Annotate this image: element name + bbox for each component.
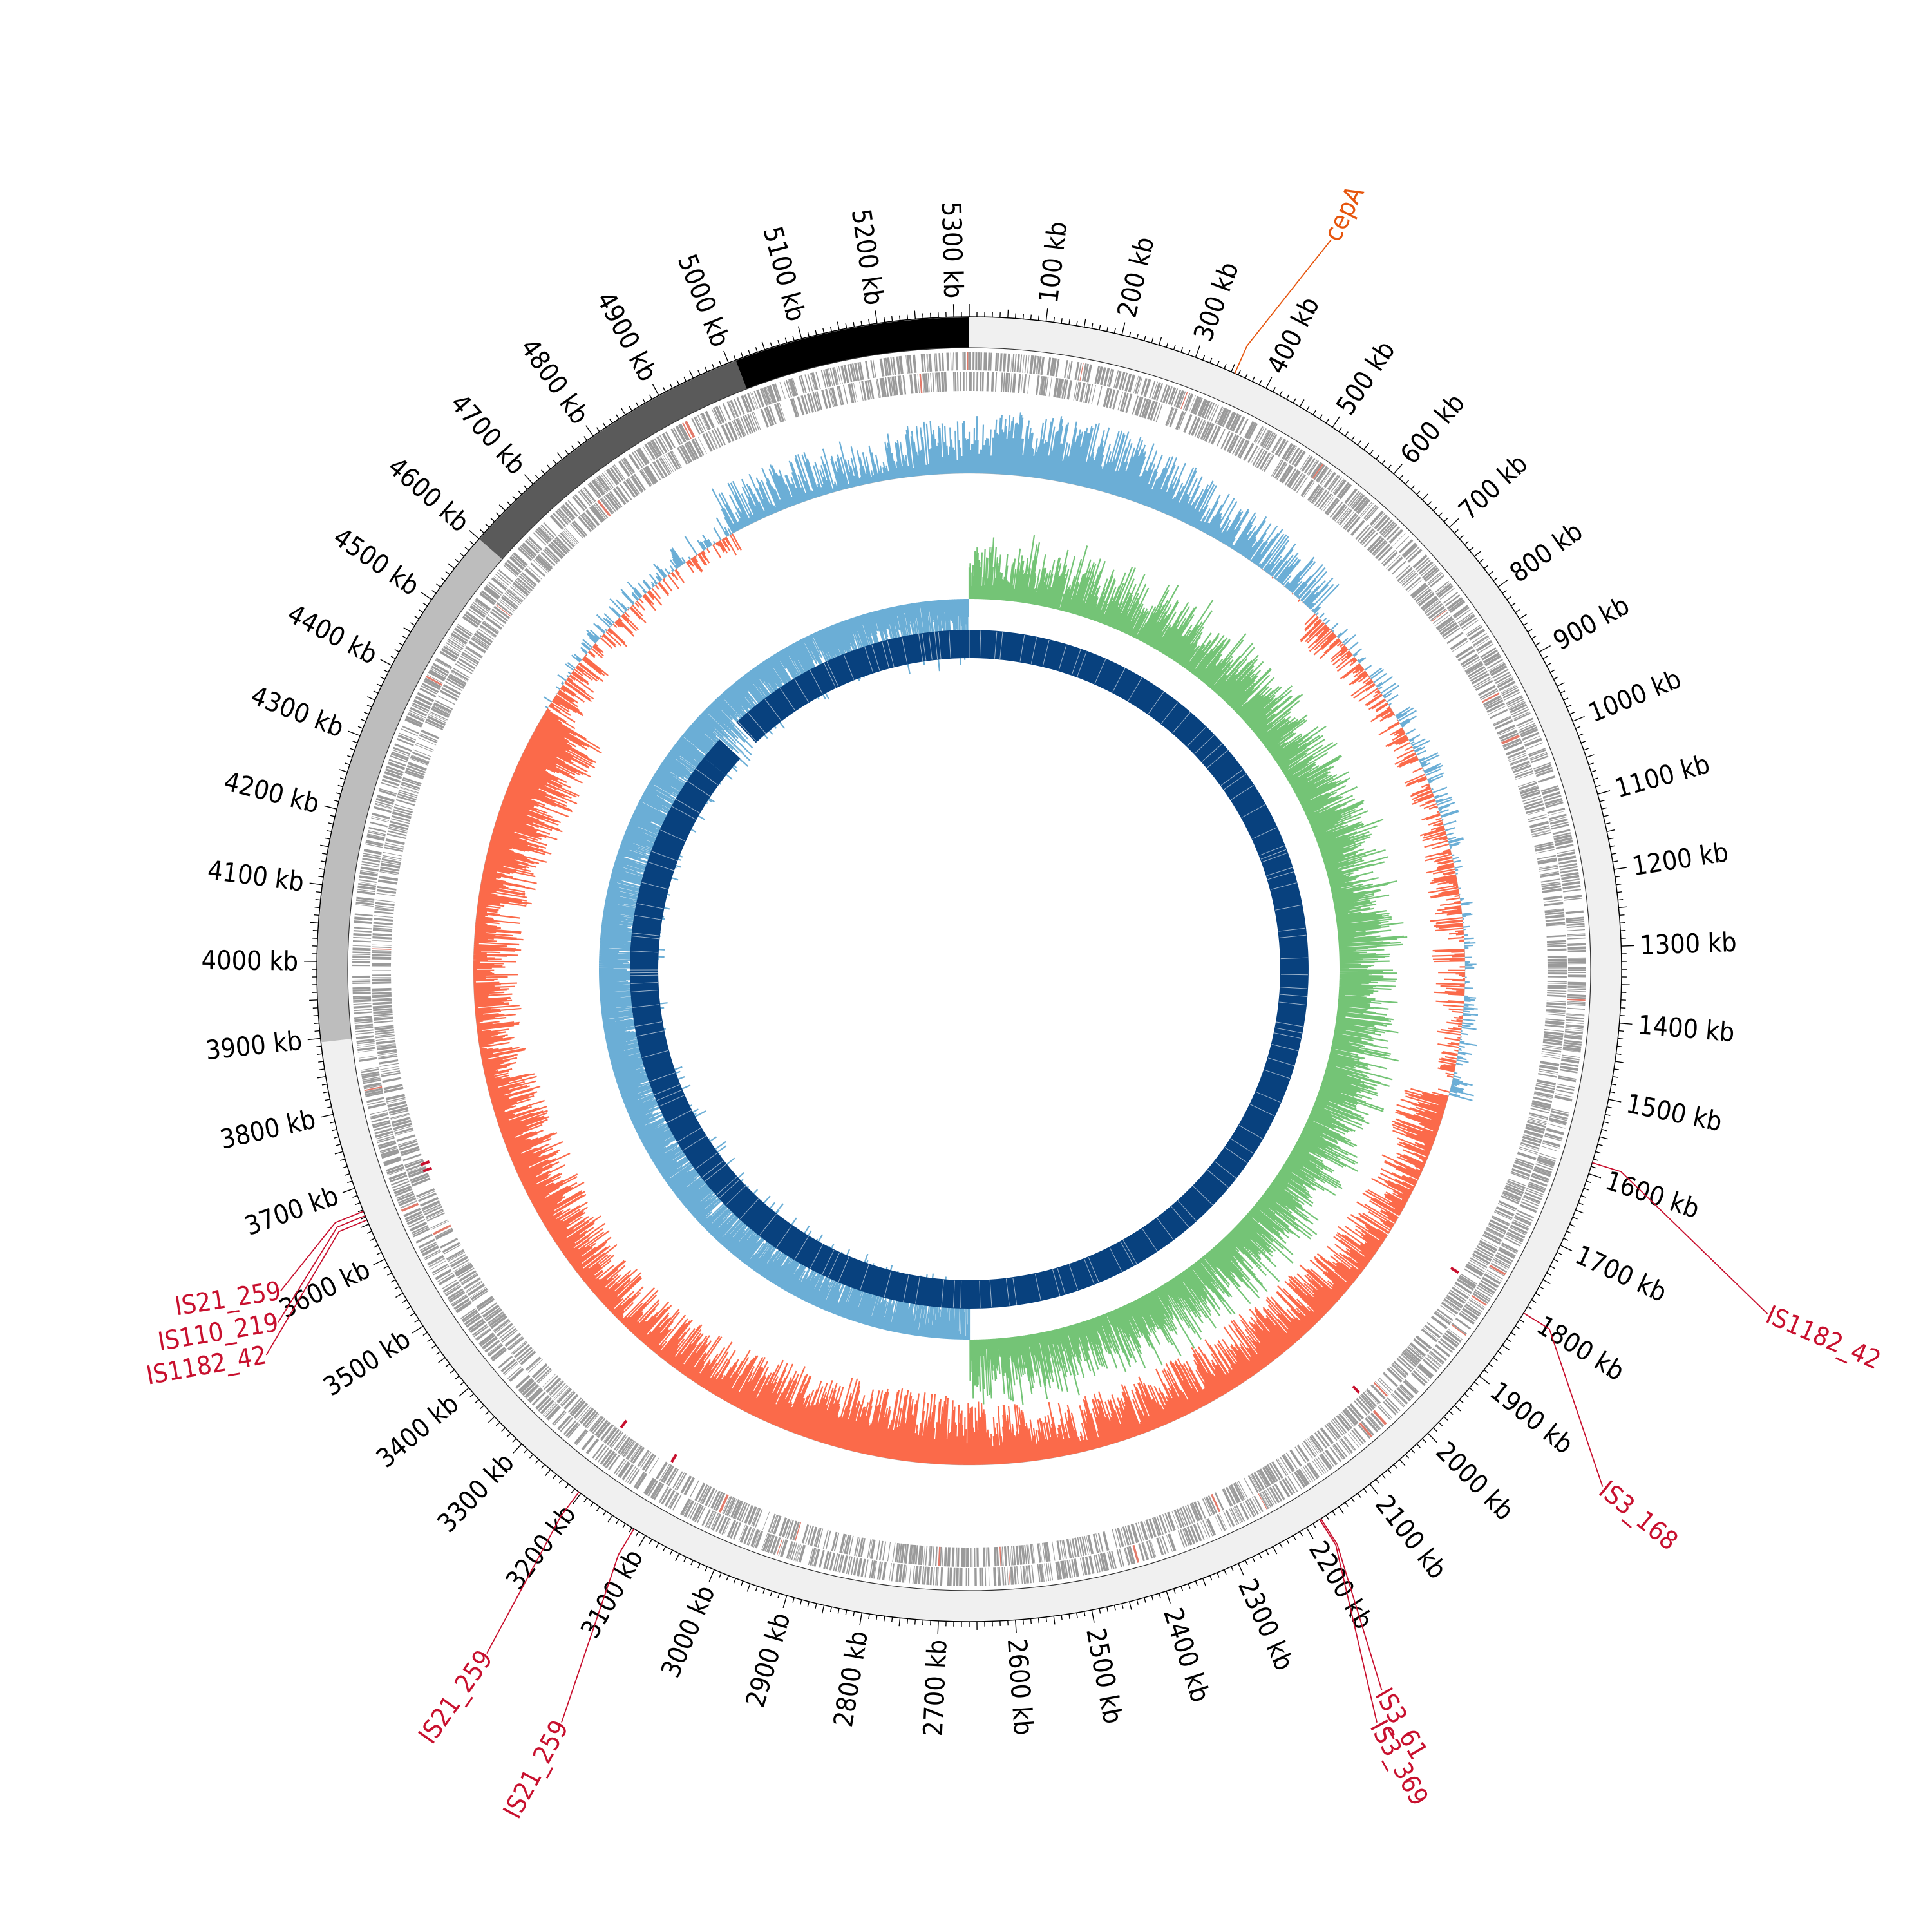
tick-label: 4300 kb bbox=[247, 680, 348, 744]
tick-label: 700 kb bbox=[1452, 448, 1533, 526]
gc-skew-positive bbox=[968, 535, 1408, 1405]
contig-inner-outline bbox=[347, 347, 1591, 1591]
label-leader bbox=[1320, 1518, 1383, 1690]
gc-skew-negative bbox=[598, 598, 971, 1340]
tick-label: 2200 kb bbox=[1303, 1536, 1379, 1635]
gc-content-baseline bbox=[473, 473, 1466, 1466]
tick-label: 4000 kb bbox=[201, 945, 298, 977]
gc-content-positive bbox=[543, 412, 1479, 1235]
is-marker-3 bbox=[620, 1419, 628, 1429]
tick-label: 4100 kb bbox=[206, 855, 306, 898]
is-marker-6 bbox=[420, 1160, 430, 1166]
is-marker-2 bbox=[1352, 1385, 1361, 1394]
tick-label: 2700 kb bbox=[918, 1639, 953, 1737]
gc-content-negative bbox=[473, 533, 1466, 1466]
tick-label: 2000 kb bbox=[1430, 1435, 1520, 1526]
tick-label: 2500 kb bbox=[1080, 1625, 1128, 1727]
label-leader bbox=[1523, 1312, 1604, 1487]
is-element-label: IS1182_42 bbox=[1761, 1300, 1885, 1376]
contig-segment-4 bbox=[735, 317, 969, 389]
tick-label: 600 kb bbox=[1394, 388, 1471, 470]
is-element-label: cepA bbox=[1318, 181, 1370, 246]
tick-label: 2400 kb bbox=[1157, 1604, 1216, 1706]
contig-segment-3 bbox=[479, 361, 747, 560]
cds-forward-track bbox=[352, 352, 1587, 1587]
label-leader bbox=[561, 1528, 635, 1723]
cds-reverse-track bbox=[371, 371, 1567, 1567]
tick-label: 900 kb bbox=[1548, 590, 1634, 657]
tick-label: 1100 kb bbox=[1611, 748, 1713, 804]
label-leader bbox=[1592, 1162, 1768, 1314]
contig-ring bbox=[317, 317, 1621, 1621]
tick-label: 5100 kb bbox=[757, 223, 811, 325]
tick-label: 2100 kb bbox=[1369, 1490, 1453, 1585]
label-leader bbox=[486, 1492, 580, 1654]
tick-label: 3400 kb bbox=[370, 1388, 464, 1473]
tick-label: 1500 kb bbox=[1624, 1088, 1725, 1137]
blast-ring bbox=[629, 630, 1309, 1309]
contig-segment-2 bbox=[317, 539, 502, 1043]
tick-label: 500 kb bbox=[1330, 336, 1401, 421]
tick-label: 800 kb bbox=[1504, 516, 1588, 589]
tick-label: 4900 kb bbox=[590, 287, 663, 386]
tick-label: 4700 kb bbox=[444, 388, 532, 480]
tick-label: 4800 kb bbox=[514, 333, 595, 430]
gc-content-track bbox=[473, 412, 1479, 1466]
tick-label: 200 kb bbox=[1112, 234, 1160, 321]
tick-label: 4200 kb bbox=[221, 766, 323, 819]
label-leader bbox=[1319, 1519, 1378, 1723]
tick-label: 4600 kb bbox=[382, 451, 475, 538]
label-leader bbox=[265, 1219, 368, 1356]
tick-label: 3500 kb bbox=[318, 1323, 416, 1402]
is-marker-1 bbox=[1450, 1267, 1459, 1274]
tick-label: 2300 kb bbox=[1232, 1574, 1300, 1675]
tick-label: 1700 kb bbox=[1571, 1239, 1672, 1308]
tick-label: 400 kb bbox=[1261, 292, 1325, 379]
tick-label: 300 kb bbox=[1188, 258, 1245, 345]
tick-label: 2600 kb bbox=[1001, 1638, 1039, 1736]
tick-label: 3600 kb bbox=[274, 1254, 375, 1325]
tick-label: 4500 kb bbox=[328, 522, 425, 602]
tick-label: 5000 kb bbox=[672, 250, 736, 351]
cds-tracks bbox=[352, 352, 1587, 1587]
tick-label: 1300 kb bbox=[1640, 927, 1738, 961]
tick-label: 1400 kb bbox=[1636, 1009, 1736, 1048]
tick-label: 4400 kb bbox=[283, 598, 383, 670]
tick-label: 1200 kb bbox=[1630, 837, 1730, 882]
tick-label: 5300 kb bbox=[936, 201, 969, 298]
tick-label: 1000 kb bbox=[1584, 663, 1685, 729]
tick-label: 1800 kb bbox=[1531, 1310, 1630, 1387]
tick-label: 3900 kb bbox=[204, 1025, 304, 1066]
tick-label: 1900 kb bbox=[1484, 1376, 1579, 1460]
is-marker-5 bbox=[422, 1166, 433, 1173]
tick-label: 1600 kb bbox=[1602, 1165, 1703, 1225]
gc-skew-track bbox=[598, 535, 1408, 1405]
is-element-label: IS21_259 bbox=[498, 1716, 574, 1824]
tick-label: 3100 kb bbox=[574, 1544, 649, 1643]
blast-hairlines bbox=[630, 630, 1308, 1308]
tick-label: 3200 kb bbox=[500, 1499, 582, 1595]
tick-label: 5200 kb bbox=[846, 207, 890, 307]
blast-hit-fragment bbox=[703, 739, 741, 775]
ruler-ticks bbox=[304, 304, 1634, 1634]
label-leader bbox=[278, 1215, 366, 1323]
tick-label: 3000 kb bbox=[655, 1581, 721, 1682]
label-leader bbox=[280, 1211, 364, 1291]
tick-ruler bbox=[304, 304, 1634, 1634]
is-element-label: IS21_259 bbox=[413, 1645, 498, 1749]
is-marker-4 bbox=[670, 1454, 677, 1463]
label-leader bbox=[1234, 239, 1332, 374]
tick-label: 3800 kb bbox=[217, 1103, 318, 1155]
tick-label: 3300 kb bbox=[431, 1447, 520, 1539]
is-element-label: IS3_168 bbox=[1593, 1475, 1683, 1557]
tick-label: 100 kb bbox=[1033, 220, 1074, 305]
tick-label: 2900 kb bbox=[739, 1609, 796, 1711]
tick-label: 2800 kb bbox=[828, 1629, 874, 1729]
